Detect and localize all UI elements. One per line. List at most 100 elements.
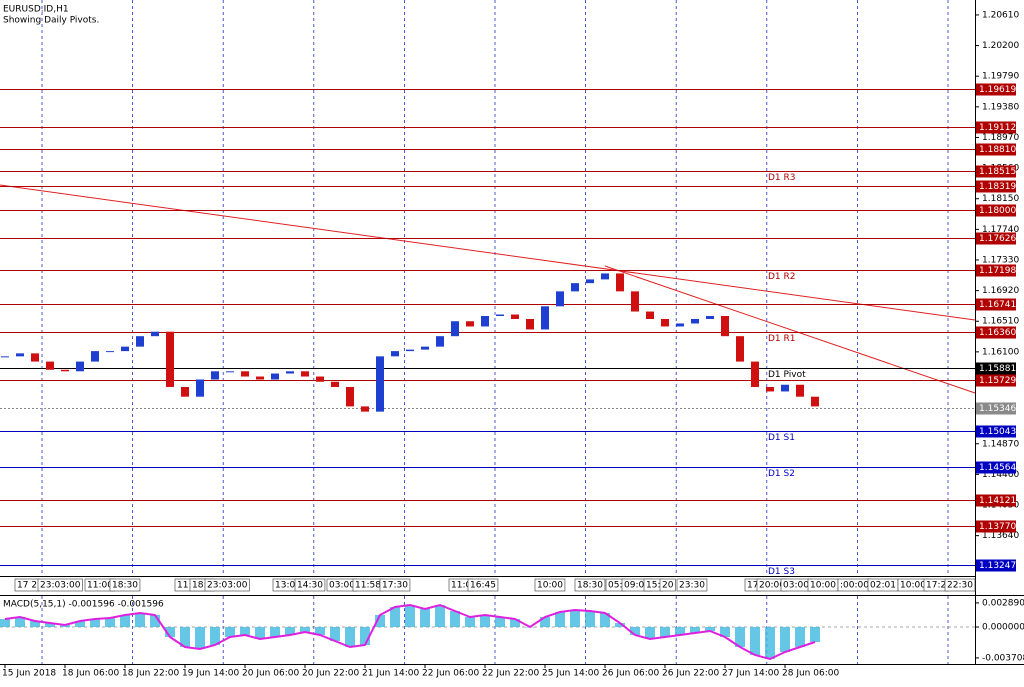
- time-tag-box: [379, 578, 411, 592]
- time-tag-box: [944, 578, 976, 592]
- x-tick-label: 26 Jun 22:00: [662, 669, 719, 679]
- macd-bar: [15, 617, 25, 627]
- level-price-box: [976, 425, 1016, 438]
- candle: [616, 273, 624, 292]
- candle: [631, 291, 639, 312]
- candle: [526, 318, 534, 330]
- level-price-label: 1.16741: [979, 300, 1016, 310]
- candle: [301, 371, 309, 377]
- candle: [406, 349, 414, 352]
- macd-bar: [270, 627, 280, 637]
- macd-bar: [345, 627, 355, 647]
- time-tag: :00:00: [840, 581, 869, 591]
- time-tag: 20: [662, 581, 674, 591]
- candle: [541, 306, 549, 330]
- time-tag: 22:30: [947, 581, 973, 591]
- time-tag-box: [467, 578, 499, 592]
- macd-bar: [285, 627, 295, 635]
- y-tick-label: 1.18970: [982, 133, 1019, 143]
- macd-bar: [645, 627, 655, 639]
- x-tick-label: 22 Jun 06:00: [422, 669, 479, 679]
- macd-bar: [510, 619, 520, 627]
- macd-bar: [540, 617, 550, 627]
- time-tag: 17:2: [926, 581, 946, 591]
- macd-bar: [570, 610, 580, 627]
- level-price-box: [976, 559, 1016, 572]
- candle: [766, 386, 774, 392]
- time-tag: 10:00: [810, 581, 836, 591]
- level-price-label: 1.18810: [979, 145, 1016, 155]
- macd-bar: [360, 627, 370, 645]
- x-tick-label: 22 Jun 22:00: [482, 669, 539, 679]
- macd-bar: [495, 617, 505, 627]
- y-tick-label: 1.17330: [982, 255, 1019, 265]
- macd-bar: [330, 627, 340, 641]
- candle: [391, 351, 399, 357]
- y-tick-label: 1.13640: [982, 531, 1019, 541]
- candle: [556, 291, 564, 307]
- candle: [46, 361, 54, 370]
- macd-bar: [765, 627, 775, 659]
- level-price-label: 1.14121: [979, 496, 1016, 506]
- level-price-box: [976, 143, 1016, 156]
- time-tag-box: [37, 578, 83, 592]
- macd-bar: [480, 615, 490, 627]
- level-price-label: 1.18515: [979, 167, 1016, 177]
- time-tag: 18:30: [577, 581, 603, 591]
- macd-bar: [435, 605, 445, 627]
- level-price-box: [976, 232, 1016, 245]
- level-price-box: [976, 121, 1016, 134]
- candle: [151, 331, 159, 337]
- time-tag-box: [204, 578, 250, 592]
- time-tag: 17 2: [17, 581, 37, 591]
- time-tag: 02:01: [870, 581, 896, 591]
- candle: [751, 361, 759, 387]
- candle: [511, 314, 519, 319]
- candle: [451, 321, 459, 337]
- candle: [241, 371, 249, 377]
- macd-bar: [255, 627, 265, 639]
- candle: [316, 376, 324, 382]
- macd-bar: [585, 611, 595, 627]
- symbol-label: EURUSD.ID,H1: [3, 5, 69, 15]
- macd-bar: [120, 615, 130, 627]
- time-tag: 11:00: [87, 581, 113, 591]
- y-tick-label: 1.16510: [982, 317, 1019, 327]
- time-tag-box: [294, 578, 326, 592]
- y-tick-label: 1.17740: [982, 225, 1019, 235]
- macd-bar: [780, 627, 790, 652]
- macd-title: MACD(5,15,1) -0.001596 -0.001596: [3, 600, 164, 610]
- x-tick-label: 21 Jun 14:00: [362, 669, 419, 679]
- candle: [286, 371, 294, 374]
- time-tag: 23:30: [679, 581, 705, 591]
- y-tick-label: 1.16100: [982, 347, 1019, 357]
- macd-bar: [450, 611, 460, 627]
- candle: [76, 361, 84, 372]
- candle: [196, 379, 204, 397]
- level-price-label: 1.15043: [979, 427, 1016, 437]
- macd-bar: [735, 627, 745, 647]
- level-price-box: [976, 83, 1016, 96]
- candle: [586, 279, 594, 284]
- pivot-label: D1 S3: [768, 567, 795, 577]
- level-price-label: 1.16360: [979, 328, 1016, 338]
- x-tick-label: 20 Jun 06:00: [242, 669, 299, 679]
- trend-line: [604, 265, 976, 394]
- time-tag: 20:00: [759, 581, 785, 591]
- y-tick-label: -0.003708: [982, 653, 1024, 663]
- candle: [811, 396, 819, 407]
- time-tag: 11:58: [355, 581, 381, 591]
- level-price-box: [976, 374, 1016, 387]
- level-price-box: [976, 402, 1016, 415]
- x-tick-label: 18 Jun 22:00: [122, 669, 179, 679]
- level-price-label: 1.13770: [979, 522, 1016, 532]
- level-price-box: [976, 180, 1016, 193]
- y-tick-label: 1.20200: [982, 41, 1019, 51]
- macd-bar: [225, 627, 235, 637]
- candle: [781, 384, 789, 392]
- candle: [421, 346, 429, 350]
- candle: [1, 356, 9, 358]
- time-tag-box: [534, 578, 566, 592]
- candle: [331, 381, 339, 387]
- x-tick-label: 20 Jun 22:00: [302, 669, 359, 679]
